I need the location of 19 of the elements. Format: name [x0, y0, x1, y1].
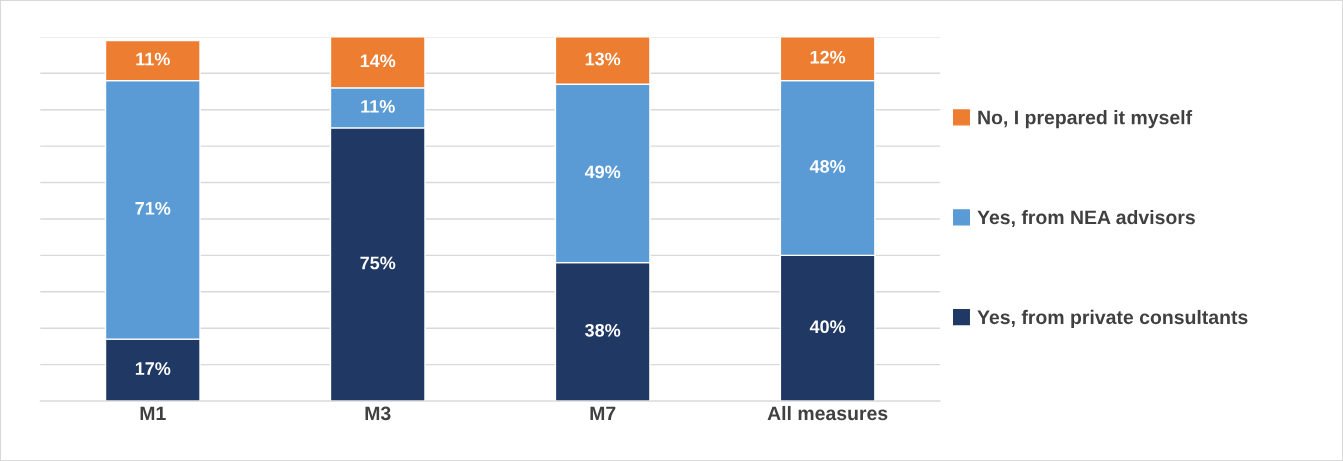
data-label: 38%: [585, 323, 621, 337]
x-tick-label: M3: [365, 406, 391, 421]
x-tick-label: M1: [140, 406, 166, 421]
data-label: 71%: [135, 201, 171, 215]
legend-label: Yes, from private consultants: [977, 309, 1248, 328]
data-label: 40%: [809, 320, 846, 334]
data-label: 11%: [136, 52, 170, 66]
data-label: 49%: [584, 165, 621, 179]
data-label: 13%: [585, 52, 621, 66]
data-label: 75%: [360, 256, 396, 270]
x-tick-label: All measures: [767, 405, 888, 421]
data-label: 48%: [809, 160, 846, 173]
legend-label: No, I prepared it myself: [978, 110, 1193, 129]
data-label: 12%: [810, 50, 846, 64]
x-tick-label: M7: [590, 406, 616, 421]
data-label: 14%: [360, 54, 396, 68]
legend-label: Yes, from NEA advisors: [977, 209, 1195, 228]
data-label: 17%: [135, 362, 171, 375]
data-label: 11%: [361, 100, 395, 113]
